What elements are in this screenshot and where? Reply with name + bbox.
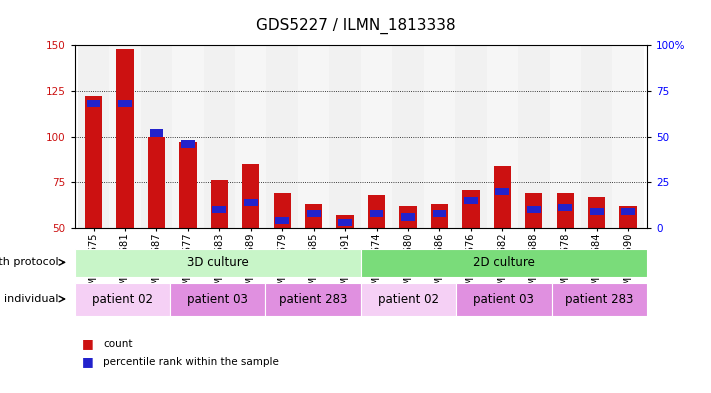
Bar — [588, 197, 605, 228]
Text: ■: ■ — [82, 355, 94, 368]
Bar — [589, 208, 604, 215]
Bar — [368, 195, 385, 228]
Bar — [621, 208, 635, 215]
Bar — [462, 189, 479, 228]
Bar — [612, 45, 644, 228]
Text: patient 03: patient 03 — [474, 293, 535, 306]
Bar — [117, 49, 134, 228]
Bar — [432, 210, 447, 217]
Bar — [550, 45, 581, 228]
Text: patient 02: patient 02 — [378, 293, 439, 306]
Bar — [400, 206, 417, 228]
Bar — [424, 45, 455, 228]
Bar — [87, 100, 100, 107]
Bar — [552, 283, 647, 316]
Bar — [401, 213, 415, 220]
Bar — [267, 45, 298, 228]
Bar — [172, 45, 203, 228]
Text: individual: individual — [4, 294, 58, 304]
Bar — [181, 140, 195, 147]
Bar — [493, 166, 511, 228]
Bar — [242, 164, 260, 228]
Bar — [274, 193, 291, 228]
Bar — [148, 136, 165, 228]
Bar — [496, 188, 509, 195]
Bar — [360, 45, 392, 228]
Text: GDS5227 / ILMN_1813338: GDS5227 / ILMN_1813338 — [256, 18, 455, 34]
Bar — [392, 45, 424, 228]
Bar — [141, 45, 172, 228]
Bar — [203, 45, 235, 228]
Bar — [360, 283, 456, 316]
Bar — [486, 45, 518, 228]
Text: percentile rank within the sample: percentile rank within the sample — [103, 356, 279, 367]
Bar — [581, 45, 612, 228]
Bar — [213, 206, 226, 213]
Bar — [170, 283, 265, 316]
Bar — [525, 193, 542, 228]
Bar — [619, 206, 637, 228]
Bar — [558, 204, 572, 211]
Bar — [118, 100, 132, 107]
Text: patient 283: patient 283 — [279, 293, 348, 306]
Bar — [210, 180, 228, 228]
Bar — [527, 206, 540, 213]
Text: growth protocol: growth protocol — [0, 257, 58, 267]
Bar — [431, 204, 448, 228]
Bar — [85, 96, 102, 228]
Text: 2D culture: 2D culture — [473, 256, 535, 270]
Bar — [244, 199, 257, 206]
Bar — [456, 283, 552, 316]
Bar — [557, 193, 574, 228]
Bar — [149, 129, 164, 136]
Text: ■: ■ — [82, 337, 94, 351]
Bar — [329, 45, 360, 228]
Bar — [305, 204, 322, 228]
Text: 3D culture: 3D culture — [187, 256, 249, 270]
Bar — [455, 45, 486, 228]
Text: patient 02: patient 02 — [92, 293, 153, 306]
Text: count: count — [103, 339, 132, 349]
Bar — [179, 142, 196, 228]
Bar — [235, 45, 267, 228]
Bar — [360, 249, 647, 277]
Bar — [518, 45, 550, 228]
Text: patient 283: patient 283 — [565, 293, 634, 306]
Bar — [338, 219, 352, 226]
Bar — [306, 210, 321, 217]
Text: patient 03: patient 03 — [187, 293, 248, 306]
Bar — [464, 197, 478, 204]
Bar — [265, 283, 360, 316]
Bar — [370, 210, 383, 217]
Bar — [75, 249, 360, 277]
Bar — [298, 45, 329, 228]
Bar — [77, 45, 109, 228]
Bar — [75, 283, 170, 316]
Bar — [109, 45, 141, 228]
Bar — [336, 215, 354, 228]
Bar — [275, 217, 289, 224]
